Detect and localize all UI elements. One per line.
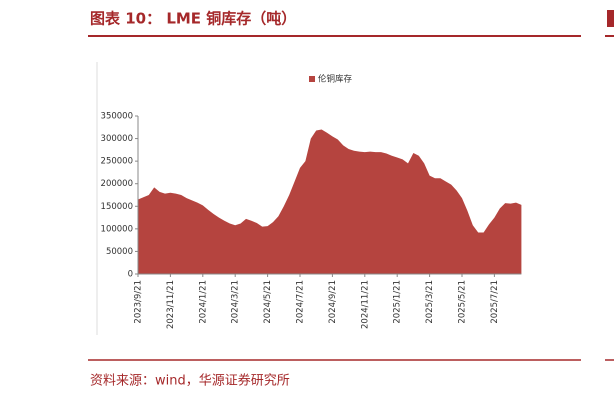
x-tick-label: 2023/11/21	[166, 280, 176, 329]
x-tick-label: 2024/11/21	[360, 280, 370, 329]
x-tick-label: 2024/1/21	[198, 280, 208, 324]
legend-swatch	[309, 76, 315, 82]
legend-label: 伦铜库存	[318, 74, 353, 85]
source-note: 资料来源：wind，华源证券研究所	[90, 373, 290, 389]
figure-title: 图表 10： LME 铜库存（吨）	[90, 10, 296, 28]
y-tick-label: 150000	[101, 202, 133, 212]
x-tick-label: 2024/3/21	[231, 280, 241, 324]
y-tick-label: 50000	[106, 247, 133, 257]
x-tick-label: 2025/7/21	[490, 280, 500, 324]
y-tick-label: 250000	[101, 157, 133, 167]
area	[138, 129, 522, 274]
side-marker	[607, 10, 614, 27]
x-tick-label: 2024/5/21	[263, 280, 273, 324]
x-tick-label: 2024/9/21	[328, 280, 338, 324]
y-tick-label: 300000	[101, 134, 133, 144]
y-tick-label: 0	[128, 270, 133, 280]
y-tick-label: 100000	[101, 224, 133, 234]
x-tick-label: 2024/7/21	[296, 280, 306, 324]
x-tick-label: 2023/9/21	[134, 280, 144, 324]
x-tick-label: 2025/3/21	[425, 280, 435, 324]
x-tick-label: 2025/5/21	[458, 280, 468, 324]
y-tick-label: 200000	[101, 179, 133, 189]
y-tick-label: 350000	[101, 112, 133, 122]
x-tick-label: 2025/1/21	[393, 280, 403, 324]
plot: 0 50000 100000 150000 200000 250000 300000 3500…	[101, 74, 522, 329]
